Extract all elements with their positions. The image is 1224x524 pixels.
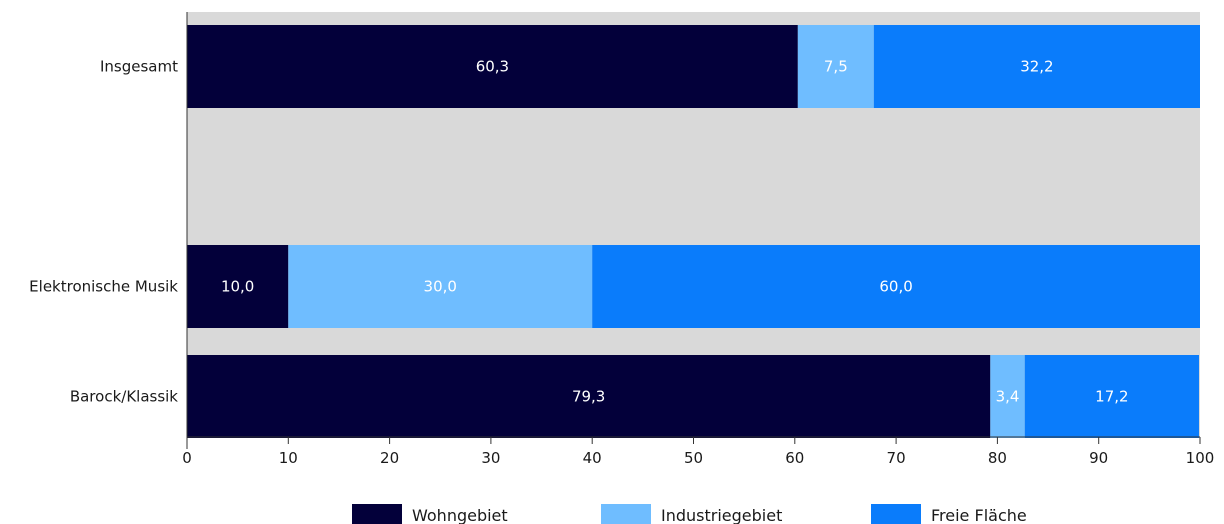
bar-segment — [592, 245, 1200, 328]
data-label: 79,3 — [572, 388, 605, 406]
data-label: 17,2 — [1095, 388, 1128, 406]
legend-swatch — [601, 504, 651, 524]
data-label: 60,3 — [476, 58, 509, 76]
data-label: 32,2 — [1020, 58, 1053, 76]
bar-segment — [797, 25, 874, 108]
x-tick-label: 50 — [684, 449, 703, 467]
legend-swatch — [871, 504, 921, 524]
category-label: Barock/Klassik — [70, 388, 178, 406]
legend-label: Wohngebiet — [412, 506, 508, 524]
x-tick-labels-group: 0 10 20 30 40 50 60 70 80 90 100 — [182, 449, 1214, 467]
x-tick-label: 60 — [785, 449, 804, 467]
bar-segment — [1024, 355, 1199, 438]
x-tick-label: 90 — [1089, 449, 1108, 467]
category-label: Insgesamt — [100, 58, 178, 76]
bar-segment — [288, 245, 593, 328]
x-tick-label: 70 — [887, 449, 906, 467]
x-tick-label: 40 — [583, 449, 602, 467]
bar-segment — [187, 355, 991, 438]
x-tick-label: 80 — [988, 449, 1007, 467]
x-tick-label: 0 — [182, 449, 192, 467]
data-label: 10,0 — [221, 278, 254, 296]
legend-label: Industriegebiet — [661, 506, 782, 524]
data-label: 30,0 — [424, 278, 457, 296]
bars-group — [187, 25, 1200, 438]
x-tick-label: 100 — [1186, 449, 1215, 467]
bar-segment — [873, 25, 1200, 108]
data-label: 7,5 — [824, 58, 848, 76]
x-tick-label: 20 — [380, 449, 399, 467]
x-tick-label: 30 — [481, 449, 500, 467]
bar-segment — [990, 355, 1025, 438]
bar-segment — [187, 25, 798, 108]
legend-swatch — [352, 504, 402, 524]
axes-group — [186, 12, 1201, 449]
category-label: Elektronische Musik — [29, 278, 178, 296]
category-labels-group: Insgesamt Elektronische Musik Barock/Klass… — [29, 58, 178, 406]
bar-segment — [187, 245, 289, 328]
data-label: 60,0 — [879, 278, 912, 296]
legend-label: Freie Fläche — [931, 506, 1027, 524]
legend: Wohngebiet Industriegebiet Freie Fläche — [352, 504, 1027, 524]
x-tick-label: 10 — [279, 449, 298, 467]
data-labels-group: 60,3 7,5 32,2 10,0 30,0 60,0 79,3 3,4 17,2 — [221, 58, 1129, 406]
data-label: 3,4 — [996, 388, 1020, 406]
